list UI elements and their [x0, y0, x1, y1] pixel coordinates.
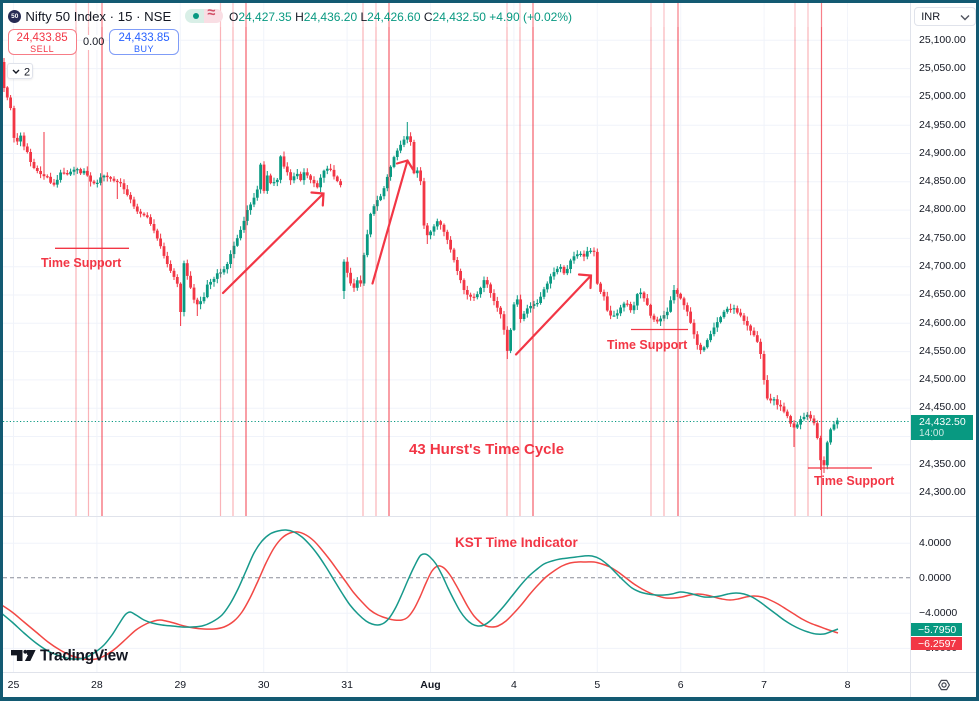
svg-text:TradingView: TradingView — [40, 648, 129, 665]
svg-text:2: 2 — [24, 67, 30, 79]
